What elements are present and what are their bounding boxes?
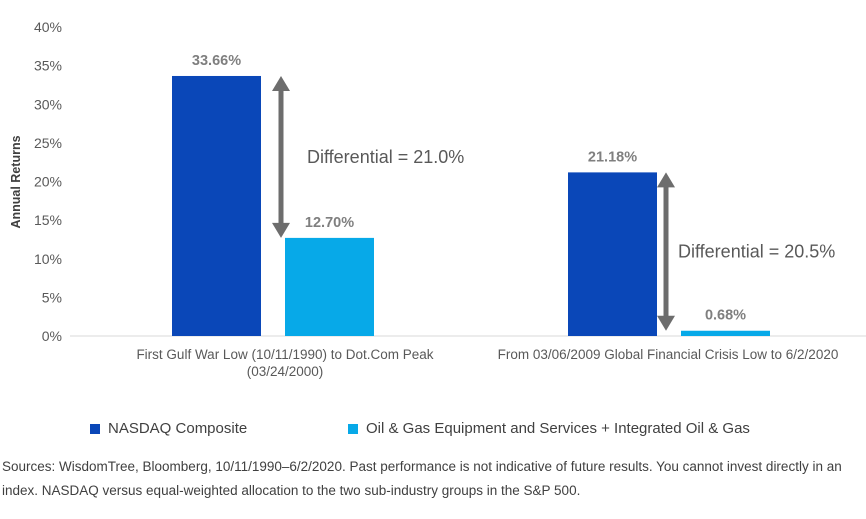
x-category-label: (03/24/2000) [247, 364, 324, 379]
bar-chart: 0% 5% 10% 15% 20% 25% 30% 35% 40% Annual Returns 3… [9, 19, 866, 379]
y-tick-label: 10% [34, 251, 62, 267]
legend-label-oil-gas: Oil & Gas Equipment and Services + Integ… [366, 420, 750, 437]
x-category-label: First Gulf War Low (10/11/1990) to Dot.C… [136, 347, 433, 362]
legend: NASDAQ Composite Oil & Gas Equipment and… [0, 420, 866, 442]
y-tick-label: 40% [34, 19, 62, 35]
differential-arrow-head-down [657, 315, 675, 331]
y-tick-label: 25% [34, 135, 62, 151]
y-tick-label: 15% [34, 212, 62, 228]
y-tick-label: 5% [42, 289, 62, 305]
legend-item-nasdaq: NASDAQ Composite [90, 420, 247, 437]
x-category-label: From 03/06/2009 Global Financial Crisis … [498, 347, 839, 362]
bar [681, 330, 770, 336]
differential-annotation: Differential = 20.5% [678, 242, 835, 262]
y-tick-label: 35% [34, 58, 62, 74]
bar [568, 172, 657, 336]
data-label: 33.66% [192, 53, 241, 69]
sources-note: Sources: WisdomTree, Bloomberg, 10/11/19… [2, 459, 842, 498]
differential-arrow-head-up [657, 172, 675, 188]
y-tick-label: 0% [42, 328, 62, 344]
legend-item-oil-gas: Oil & Gas Equipment and Services + Integ… [348, 420, 750, 437]
differential-annotation: Differential = 21.0% [307, 147, 464, 167]
y-tick-label: 30% [34, 96, 62, 112]
legend-swatch-oil-gas [348, 423, 358, 434]
legend-label-nasdaq: NASDAQ Composite [108, 420, 248, 437]
bar [285, 237, 374, 336]
y-tick-label: 20% [34, 174, 62, 190]
y-axis-label: Annual Returns [9, 135, 23, 228]
differential-arrow-head-down [272, 222, 290, 238]
data-label: 12.70% [305, 215, 354, 231]
bar [172, 75, 261, 336]
legend-swatch-nasdaq [90, 423, 100, 434]
data-label: 21.18% [588, 149, 637, 165]
data-label: 0.68% [705, 308, 746, 324]
differential-arrow-head-up [272, 75, 290, 91]
